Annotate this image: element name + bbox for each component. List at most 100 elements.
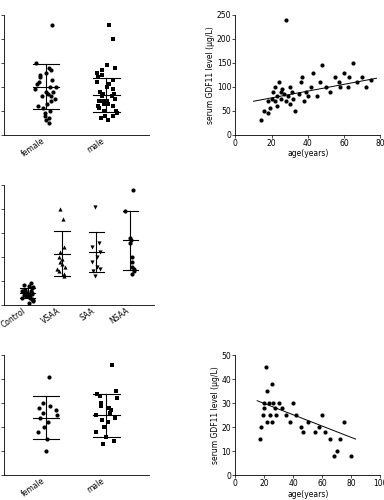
Point (36, 404, 42, 412)
Point (112, 414, 118, 422)
Point (40, 104, 46, 112)
Point (25, 292, 31, 300)
Point (318, 78, 324, 86)
Point (334, 447, 340, 455)
Point (28, 280, 34, 287)
Point (29, 289, 35, 297)
Point (30, 282, 36, 290)
Point (111, 76, 117, 84)
Point (43, 447, 50, 455)
Point (129, 258, 136, 266)
Point (97, 392, 103, 400)
Point (33, 59, 39, 67)
Point (341, 68, 347, 76)
Point (286, 83, 293, 91)
Point (94, 68, 101, 76)
Point (314, 92, 320, 100)
Point (90, 268, 96, 276)
Point (129, 270, 135, 278)
X-axis label: age(years): age(years) (287, 490, 328, 498)
Point (21, 292, 27, 300)
Point (336, 78, 342, 86)
Point (104, 418, 111, 426)
Point (29, 290, 35, 298)
Point (341, 418, 347, 426)
Point (62, 262, 68, 270)
Point (362, 83, 369, 91)
Point (103, 112, 109, 120)
Point (122, 208, 128, 216)
Point (38, 92, 45, 100)
Point (272, 97, 278, 106)
Point (108, 408, 114, 416)
Point (110, 102, 116, 110)
Point (96, 97, 102, 106)
Point (46, 402, 53, 409)
Point (112, 64, 118, 72)
Point (40, 408, 46, 416)
Point (348, 452, 354, 460)
Point (96, 265, 103, 273)
Point (92, 272, 98, 280)
Point (22, 290, 28, 298)
Point (276, 399, 282, 407)
Point (273, 411, 279, 419)
Point (279, 404, 285, 412)
Point (59, 256, 65, 264)
Point (105, 100, 111, 108)
Point (337, 83, 343, 91)
Point (305, 92, 311, 100)
Point (28, 295, 35, 303)
Point (293, 411, 299, 419)
Point (319, 411, 325, 419)
Point (27, 294, 33, 302)
Point (43, 88, 50, 96)
Point (21, 281, 27, 289)
Point (268, 418, 275, 426)
Point (283, 411, 289, 419)
Point (112, 95, 118, 103)
Point (36, 78, 42, 86)
Point (290, 399, 296, 407)
Point (20, 288, 26, 296)
Point (96, 104, 102, 112)
Point (49, 20, 55, 28)
Point (100, 90, 106, 98)
Point (114, 109, 120, 117)
Point (46, 64, 52, 72)
Point (89, 244, 95, 252)
Point (105, 116, 111, 124)
Point (106, 404, 112, 412)
Y-axis label: serum GDF11 level (μg/L): serum GDF11 level (μg/L) (206, 26, 215, 124)
Point (95, 74, 101, 82)
Point (29, 284, 35, 292)
Point (32, 86, 38, 94)
Point (26, 292, 33, 300)
Point (99, 71, 105, 79)
Point (97, 88, 103, 96)
Point (30, 296, 36, 304)
Point (44, 100, 50, 108)
Point (109, 92, 115, 100)
Point (268, 380, 275, 388)
Point (264, 418, 270, 426)
Point (280, 86, 286, 94)
Point (56, 268, 62, 276)
Point (89, 258, 95, 266)
Point (50, 88, 56, 96)
Point (265, 97, 271, 106)
Point (111, 438, 117, 446)
Point (278, 95, 284, 103)
Point (61, 272, 67, 280)
Point (270, 399, 276, 407)
Point (109, 361, 115, 369)
Point (261, 399, 267, 407)
Point (270, 88, 276, 96)
Point (99, 66, 106, 74)
Point (346, 74, 353, 82)
Point (27, 290, 33, 298)
Point (271, 404, 278, 412)
Point (53, 406, 59, 414)
Point (257, 435, 263, 443)
Point (98, 114, 104, 122)
